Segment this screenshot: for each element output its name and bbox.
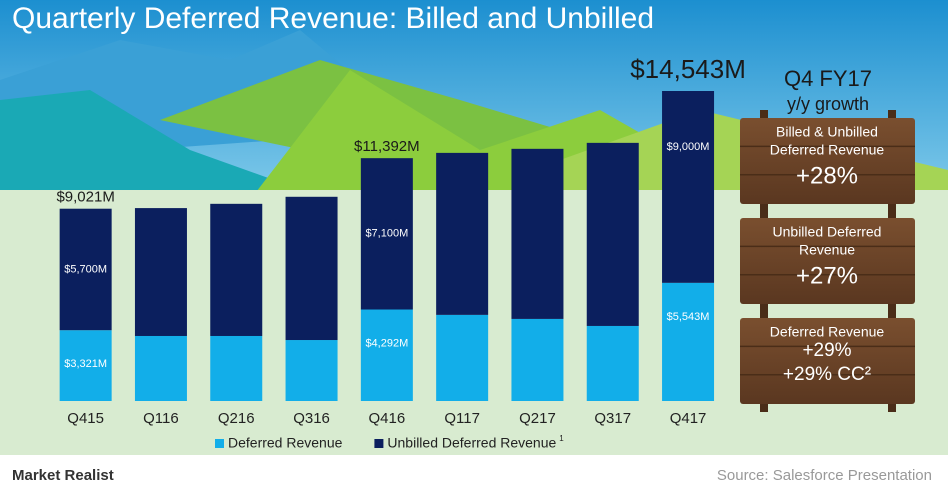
bar-segment (134, 208, 187, 336)
total-label: $14,543M (630, 54, 746, 84)
value-label: $7,100M (365, 228, 408, 240)
value-label: $5,700M (64, 263, 107, 275)
legend-swatch (215, 439, 224, 448)
x-tick-label: Q416 (368, 410, 405, 427)
legend-label: Unbilled Deferred Revenue (387, 435, 556, 451)
sign-label: Unbilled Deferred (773, 224, 882, 240)
value-label: $9,000M (667, 141, 710, 153)
bar-segment (511, 318, 564, 401)
bar-segment (586, 325, 639, 401)
total-label: $11,392M (354, 138, 420, 155)
sign-label: Deferred Revenue (770, 324, 885, 340)
bar-segment (285, 340, 338, 401)
value-label: $5,543M (667, 311, 710, 323)
x-tick-label: Q217 (519, 410, 556, 427)
chart-title: Quarterly Deferred Revenue: Billed and U… (12, 2, 654, 35)
bar-segment (436, 152, 489, 315)
total-label: $9,021M (56, 189, 114, 206)
sign-board (740, 118, 915, 204)
bar-segment (285, 196, 338, 341)
x-tick-label: Q117 (444, 410, 480, 427)
x-tick-label: Q316 (293, 410, 330, 427)
panel-subtitle: y/y growth (787, 94, 869, 114)
sign-label: Deferred Revenue (770, 142, 885, 158)
sign-board (740, 218, 915, 304)
x-tick-label: Q417 (670, 410, 707, 427)
bar-segment (662, 91, 715, 283)
sign-value: +29% (802, 340, 851, 361)
bar-segment (662, 282, 715, 401)
bar-segment (210, 203, 263, 336)
bar-segment (436, 314, 489, 401)
sign-label: Revenue (799, 242, 855, 258)
bar-segment (360, 309, 413, 401)
sign-value: +29% CC² (783, 364, 871, 385)
legend-label: Deferred Revenue (228, 435, 343, 451)
brand: Market Realist (12, 467, 114, 484)
x-tick-label: Q415 (67, 410, 104, 427)
bar-segment (586, 142, 639, 326)
bar-segment (210, 335, 263, 401)
source: Source: Salesforce Presentation (717, 467, 932, 484)
legend-footnote: 1 (559, 434, 564, 443)
bar-segment (360, 158, 413, 310)
sign-value: +28% (796, 162, 858, 189)
sign-label: Billed & Unbilled (776, 124, 878, 140)
x-tick-label: Q216 (218, 410, 255, 427)
x-tick-label: Q317 (594, 410, 631, 427)
bar-segment (59, 208, 112, 331)
x-tick-label: Q116 (143, 410, 179, 427)
sign-value: +27% (796, 262, 858, 289)
panel-title: Q4 FY17 (784, 66, 872, 91)
bar-segment (511, 148, 564, 319)
bar-segment (59, 330, 112, 401)
value-label: $3,321M (64, 358, 107, 370)
bar-segment (134, 335, 187, 401)
legend-swatch (374, 439, 384, 448)
value-label: $4,292M (365, 337, 408, 349)
sign-board (740, 318, 915, 404)
